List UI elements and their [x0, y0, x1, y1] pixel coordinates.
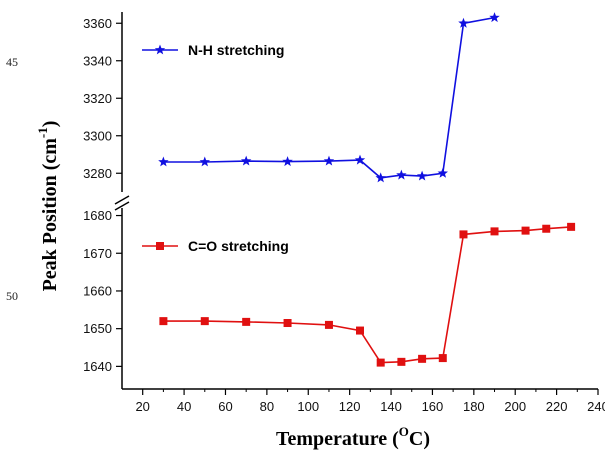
x-tick-label: 200	[504, 399, 526, 414]
data-point	[375, 172, 386, 183]
x-tick-label: 40	[177, 399, 191, 414]
data-point	[521, 226, 530, 235]
margin-number-1: 45	[6, 55, 18, 69]
data-point	[356, 326, 364, 335]
data-point	[459, 230, 468, 239]
x-tick-label: 100	[297, 399, 319, 414]
legend-label: C=O stretching	[188, 238, 289, 254]
y-tick-label-upper: 3340	[83, 53, 112, 68]
y-tick-label-upper: 3280	[83, 166, 112, 181]
data-point	[240, 155, 252, 166]
y-tick-label-lower: 1660	[83, 283, 112, 298]
margin-number-2: 50	[6, 289, 18, 303]
x-axis-title-sup: O	[399, 424, 409, 439]
y-tick-label-lower: 1650	[83, 321, 112, 336]
axis-break-mark	[114, 195, 130, 205]
y-tick-label-lower: 1680	[83, 208, 112, 223]
y-tick-label-lower: 1640	[83, 359, 112, 374]
data-point	[418, 354, 427, 363]
x-tick-label: 180	[463, 399, 485, 414]
y-tick-label-upper: 3300	[83, 128, 112, 143]
series-line-1	[163, 16, 495, 179]
data-point	[242, 317, 251, 326]
x-tick-label: 60	[218, 399, 232, 414]
legend-label: N-H stretching	[188, 42, 284, 58]
data-point	[416, 170, 428, 181]
y-axis-title-sup: -1	[35, 127, 50, 138]
data-point	[159, 317, 168, 326]
data-point	[376, 358, 385, 367]
data-point	[437, 167, 448, 178]
y-tick-label-lower: 1670	[83, 246, 112, 261]
legend-marker	[154, 44, 166, 55]
data-point	[158, 156, 169, 167]
data-point	[199, 156, 210, 167]
data-point	[458, 17, 469, 28]
y-axis-title: Peak Position (cm-1)	[35, 121, 61, 292]
x-tick-label: 120	[339, 399, 361, 414]
data-point	[323, 155, 335, 166]
x-tick-label: 20	[135, 399, 149, 414]
axis-break-mark	[114, 201, 130, 211]
data-point	[542, 224, 551, 233]
data-point	[200, 317, 209, 326]
data-point	[396, 169, 407, 180]
x-tick-label: 140	[380, 399, 402, 414]
x-tick-label: 160	[422, 399, 444, 414]
data-point	[490, 227, 499, 236]
data-point	[397, 357, 406, 366]
y-tick-label-upper: 3320	[83, 91, 112, 106]
data-point	[324, 320, 333, 329]
data-point	[489, 12, 500, 23]
plot-area: 20 40 60 80 100 120 140 160 180 200 220 240 3280 3300…	[83, 12, 605, 414]
data-point	[282, 156, 293, 167]
data-point	[567, 222, 576, 231]
y-tick-label-upper: 3360	[83, 16, 112, 31]
data-point	[438, 354, 447, 363]
x-tick-label: 240	[587, 399, 605, 414]
data-point	[354, 154, 366, 165]
data-point	[283, 319, 292, 328]
legend-marker	[156, 242, 164, 250]
x-axis-title: Temperature (OC)	[276, 424, 430, 450]
x-tick-label: 220	[546, 399, 568, 414]
x-tick-label: 80	[260, 399, 274, 414]
